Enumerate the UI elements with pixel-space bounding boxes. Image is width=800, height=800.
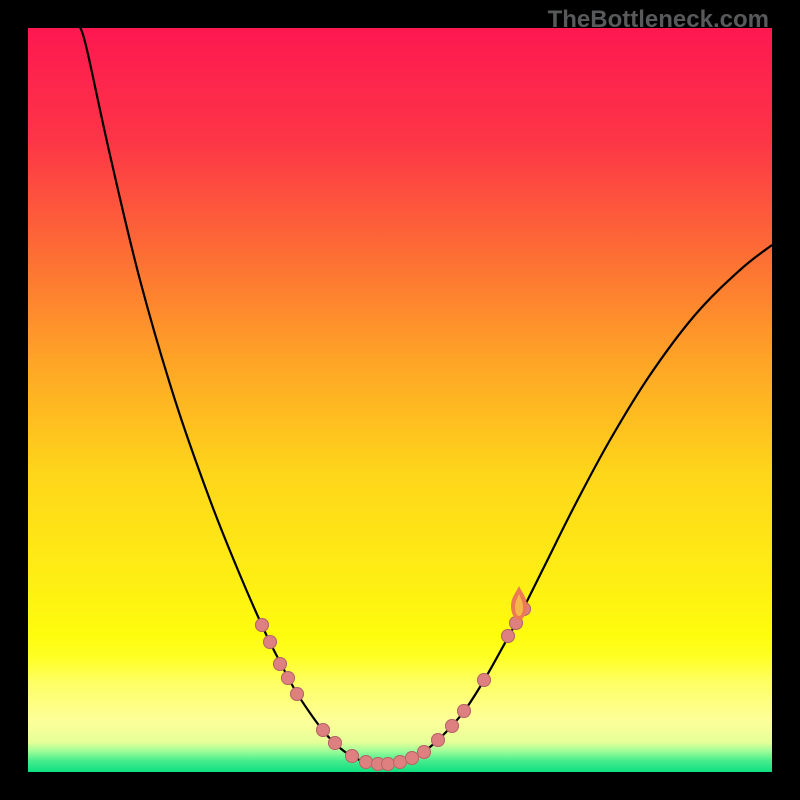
data-marker bbox=[445, 719, 459, 733]
data-marker bbox=[255, 618, 269, 632]
data-marker bbox=[345, 749, 359, 763]
data-marker bbox=[457, 704, 471, 718]
data-marker bbox=[263, 635, 277, 649]
data-marker bbox=[417, 745, 431, 759]
watermark-text: TheBottleneck.com bbox=[548, 6, 769, 34]
data-marker bbox=[316, 723, 330, 737]
data-marker bbox=[501, 629, 515, 643]
data-marker bbox=[273, 657, 287, 671]
data-marker bbox=[281, 671, 295, 685]
chart-container: TheBottleneck.com bbox=[0, 0, 800, 800]
data-marker bbox=[477, 673, 491, 687]
data-marker bbox=[290, 687, 304, 701]
flame-icon bbox=[509, 586, 529, 620]
marker-layer bbox=[28, 28, 772, 772]
data-marker bbox=[431, 733, 445, 747]
plot-area bbox=[28, 28, 772, 772]
data-marker bbox=[328, 736, 342, 750]
